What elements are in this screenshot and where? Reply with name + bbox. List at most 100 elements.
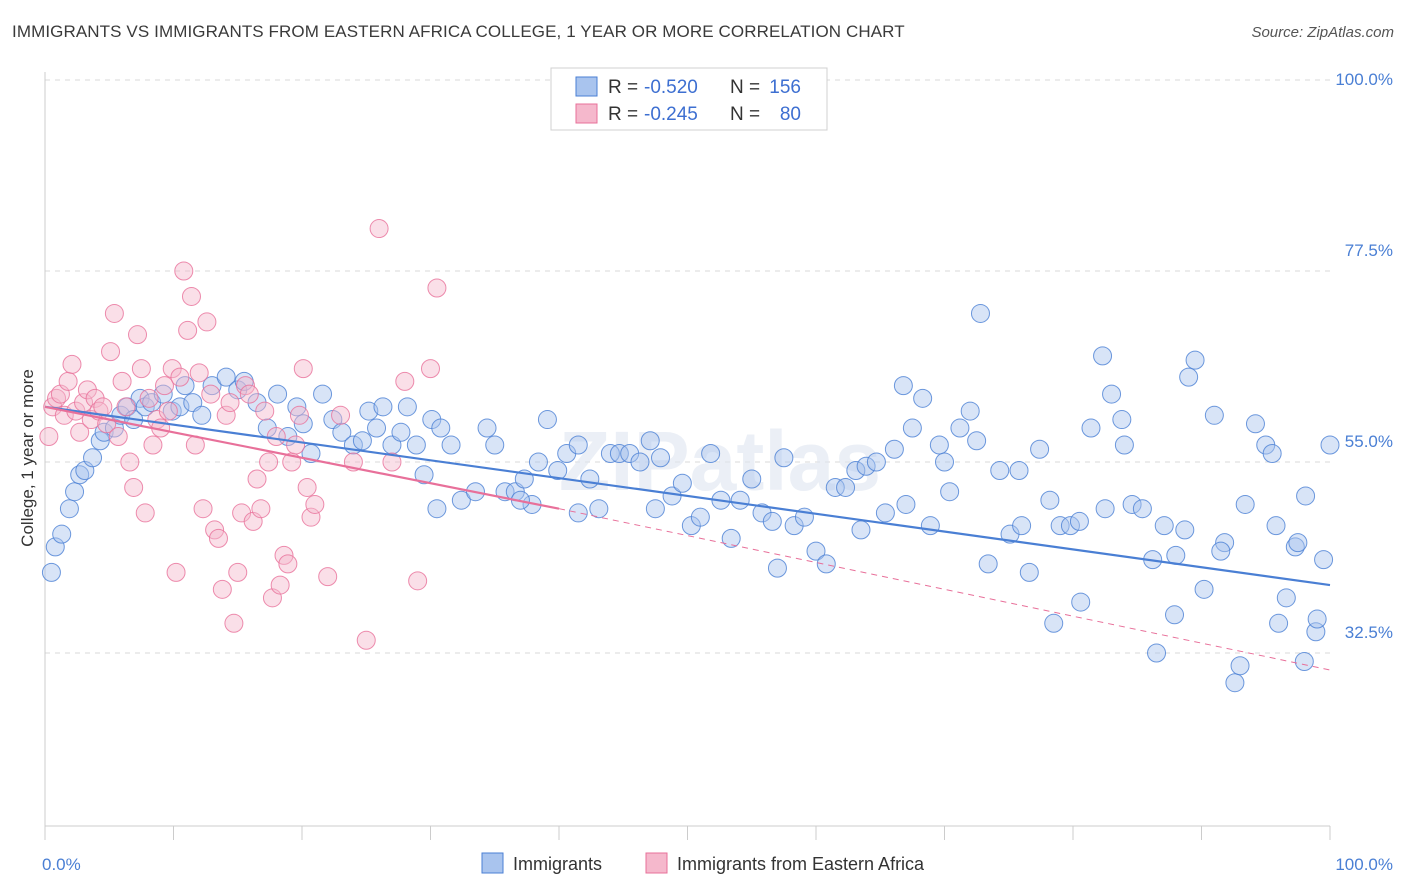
points-blue-point-43 <box>391 422 411 442</box>
points-blue-point-111 <box>1060 516 1080 536</box>
points-pink-point-19 <box>112 371 132 391</box>
legend-n-value-1: 156 <box>769 77 801 98</box>
points-pink-point-41 <box>197 312 217 332</box>
points-blue-point-91 <box>866 452 886 472</box>
legend-n-label-2: N = <box>730 104 760 125</box>
y-tick-label-3: 32.5% <box>1345 623 1393 642</box>
points-blue-point-98 <box>929 435 949 455</box>
points-pink-point-69 <box>305 494 325 514</box>
points-blue-point-115 <box>1102 384 1122 404</box>
points-pink-point-56 <box>255 401 275 421</box>
points-pink-point-66 <box>293 359 313 379</box>
points-pink-point-79 <box>427 278 447 298</box>
points-pink-point-59 <box>266 427 286 447</box>
points-pink-point-27 <box>143 435 163 455</box>
points-blue-point-142 <box>851 520 871 540</box>
points-blue-point-24 <box>216 367 236 387</box>
points-pink-point-70 <box>318 567 338 587</box>
points-blue-point-59 <box>537 410 557 430</box>
points-blue-point-92 <box>875 503 895 523</box>
points-blue-point-82 <box>774 448 794 468</box>
points-blue-point-62 <box>568 435 588 455</box>
points-blue-point-99 <box>940 482 960 502</box>
axes <box>44 72 1331 840</box>
points-pink-point-68 <box>301 507 321 527</box>
points-blue-point-38 <box>352 431 372 451</box>
legend-swatch-blue <box>575 76 598 97</box>
points-blue-point-118 <box>1132 499 1152 519</box>
points-blue-point-146 <box>1179 367 1199 387</box>
points-blue-point-58 <box>528 452 548 472</box>
points-blue-point-127 <box>1225 673 1245 693</box>
legend-n-label-1: N = <box>730 77 760 98</box>
points-blue-point-141 <box>767 558 787 578</box>
legend-r-label-1: R = <box>608 77 638 98</box>
points-blue-point-22 <box>192 405 212 425</box>
points-blue-point-34 <box>313 384 333 404</box>
points-blue-point-29 <box>268 384 288 404</box>
correlation-legend: R = -0.520 N = 156 R = -0.245 N = 80 <box>550 67 828 131</box>
series-swatch-eastern-africa <box>645 852 668 874</box>
points-blue-point-154 <box>1211 541 1231 561</box>
points-blue-point-102 <box>970 303 990 323</box>
y-tick-label-0: 100.0% <box>1335 70 1393 89</box>
points-pink-point-30 <box>155 376 175 396</box>
points-pink-point-23 <box>128 325 148 345</box>
points-blue-point-159 <box>1095 499 1115 519</box>
points-blue-point-113 <box>1081 418 1101 438</box>
points-blue-point-149 <box>1294 651 1314 671</box>
trend-line-eastern-africa <box>44 405 560 510</box>
points-blue-point-106 <box>1009 460 1029 480</box>
points-pink-point-5 <box>58 371 78 391</box>
legend-r-value-1: -0.520 <box>644 77 698 98</box>
points-blue-point-116 <box>1112 410 1132 430</box>
trend-line-eastern-africa-extension <box>558 508 1331 671</box>
points-blue-point-93 <box>884 439 904 459</box>
points-blue-point-90 <box>856 456 876 476</box>
points-blue-point-7 <box>83 448 103 468</box>
points-pink-point-16 <box>101 342 121 362</box>
points-blue-point-114 <box>1093 346 1113 366</box>
x-tick-label-0: 0.0% <box>42 855 81 874</box>
x-tick-labels: 0.0% 100.0% <box>42 855 1393 874</box>
y-tick-labels: 100.0% 77.5% 55.0% 32.5% <box>1335 70 1393 642</box>
trend-line-immigrants <box>44 405 1331 587</box>
points-pink-point-17 <box>104 303 124 323</box>
points-blue-point-89 <box>846 460 866 480</box>
points-blue-point-144 <box>1012 516 1032 536</box>
points-pink-point-65 <box>289 405 309 425</box>
points-blue-point-112 <box>1071 592 1091 612</box>
points-blue-point-109 <box>1040 490 1060 510</box>
points-blue-point-160 <box>1262 444 1282 464</box>
points-blue-point-46 <box>414 465 434 485</box>
points-blue-point-136 <box>1314 550 1334 570</box>
points-pink-point-42 <box>201 384 221 404</box>
points-pink-point-8 <box>70 422 90 442</box>
series-label-immigrants: Immigrants <box>513 854 602 874</box>
points-blue-point-104 <box>990 460 1010 480</box>
points-blue-point-50 <box>451 490 471 510</box>
points-pink-point-18 <box>108 427 128 447</box>
points-pink-point-20 <box>116 397 136 417</box>
chart-title: IMMIGRANTS VS IMMIGRANTS FROM EASTERN AF… <box>12 22 905 41</box>
legend-swatch-pink <box>575 103 598 124</box>
points-pink-point-21 <box>120 452 140 472</box>
legend-n-value-2: 80 <box>780 104 801 125</box>
points-pink-point-0 <box>39 427 59 447</box>
points-blue-point-140 <box>645 499 665 519</box>
points-blue-point-157 <box>967 431 987 451</box>
points-blue-point-122 <box>1175 520 1195 540</box>
points-pink-point-76 <box>395 371 415 391</box>
points-blue-point-44 <box>397 397 417 417</box>
legend-r-label-2: R = <box>608 104 638 125</box>
points-blue-point-131 <box>1266 516 1286 536</box>
y-tick-label-2: 55.0% <box>1345 432 1393 451</box>
points-blue-point-121 <box>1165 605 1185 625</box>
points-blue-point-66 <box>609 444 629 464</box>
points-blue-point-45 <box>406 435 426 455</box>
y-axis-label: College, 1 year or more <box>18 369 37 547</box>
points-blue-point-143 <box>935 452 954 472</box>
points-blue-point-87 <box>825 477 845 497</box>
points-blue-point-74 <box>690 507 710 527</box>
